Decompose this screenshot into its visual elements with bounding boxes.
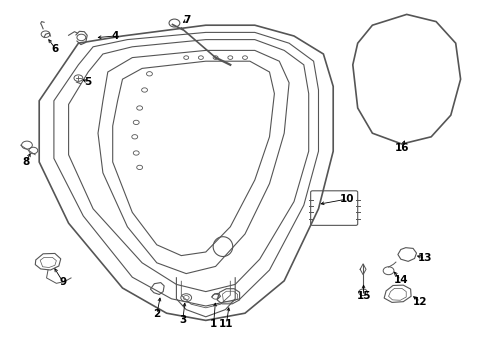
Text: 2: 2 bbox=[153, 309, 160, 319]
Text: 16: 16 bbox=[394, 143, 409, 153]
Text: 6: 6 bbox=[52, 44, 59, 54]
Text: 8: 8 bbox=[23, 157, 29, 167]
Text: 11: 11 bbox=[219, 319, 234, 329]
Text: 13: 13 bbox=[418, 253, 433, 264]
Text: 14: 14 bbox=[393, 275, 408, 285]
Text: 9: 9 bbox=[59, 276, 66, 287]
Text: 5: 5 bbox=[85, 77, 92, 87]
Text: 12: 12 bbox=[413, 297, 428, 307]
Text: 3: 3 bbox=[179, 315, 186, 325]
Text: 1: 1 bbox=[210, 319, 217, 329]
Text: 7: 7 bbox=[183, 15, 191, 25]
Text: 15: 15 bbox=[356, 291, 371, 301]
Text: 10: 10 bbox=[340, 194, 354, 204]
Text: 4: 4 bbox=[111, 31, 119, 41]
